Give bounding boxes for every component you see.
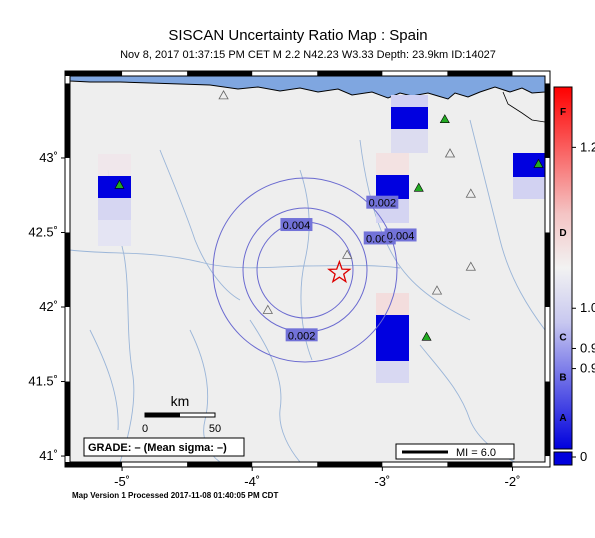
frame-segment-right xyxy=(545,232,550,308)
frame-segment-right xyxy=(545,381,550,457)
colorbar: F D C B A 1.2 1.0 0.9 0.9 0 xyxy=(553,86,595,466)
frame-segment-top xyxy=(447,71,513,76)
scale-bar-end-label: 50 xyxy=(209,423,221,435)
map-frame xyxy=(64,70,551,468)
y-tick-label: 41.5˚ xyxy=(28,374,58,389)
colorbar-tick-label: 1.2 xyxy=(580,139,595,154)
x-tick-label: -5˚ xyxy=(114,474,130,489)
contour-label: 0.002 xyxy=(369,198,397,210)
colorbar-grade-letter: C xyxy=(559,332,566,343)
frame-segment-top xyxy=(187,71,253,76)
map-subtitle: Nov 8, 2017 01:37:15 PM CET M 2.2 N42.23… xyxy=(120,49,496,61)
contour-label-bg xyxy=(366,195,399,209)
colorbar-low-swatch xyxy=(553,451,573,466)
map-footer: Map Version 1 Processed 2017-11-08 01:40… xyxy=(72,491,278,500)
bay-of-biscay-sea xyxy=(70,76,545,100)
frame-segment-bottom xyxy=(447,462,513,467)
mi-legend: MI = 6.0 xyxy=(395,443,515,460)
frame-segment-left xyxy=(65,232,70,308)
colorbar-grade-letter: F xyxy=(560,107,566,118)
y-tick-label: 41˚ xyxy=(39,448,58,463)
colorbar-tick-label: 0.9 xyxy=(580,340,595,355)
contour-label-bg xyxy=(285,328,318,342)
colorbar-grade-letters: F D C B A xyxy=(559,107,566,424)
x-tick-label: -2˚ xyxy=(505,474,521,489)
colorbar-tick-label: 0.9 xyxy=(580,361,595,376)
frame-segment-bottom xyxy=(65,462,123,467)
station-triangle-filled xyxy=(413,182,424,192)
station-triangle-open xyxy=(342,249,353,259)
map-title: SISCAN Uncertainty Ratio Map : Spain xyxy=(168,27,427,44)
frame-segment-bottom xyxy=(187,462,253,467)
land-background xyxy=(70,76,545,462)
frame-segment-right xyxy=(545,83,550,158)
scale-bar-start-label: 0 xyxy=(142,423,148,435)
mi-legend-text: MI = 6.0 xyxy=(456,447,496,459)
colorbar-grade-letter: A xyxy=(559,413,566,424)
uncertainty-grid-cells xyxy=(98,95,545,383)
colorbar-tick-label: 0 xyxy=(580,449,587,464)
station-triangle-open xyxy=(431,285,443,295)
contour-label: 0.004 xyxy=(283,220,311,232)
coast-border-line xyxy=(502,91,545,123)
contour-label: 0.002 xyxy=(288,330,316,342)
y-tick-label: 42.5˚ xyxy=(28,224,58,239)
epicenter-star-icon xyxy=(327,259,352,284)
station-triangle-open xyxy=(262,304,273,314)
contour-label-bg xyxy=(280,218,313,232)
grade-text: GRADE: – (Mean sigma: –) xyxy=(88,442,227,454)
y-tick-label: 42˚ xyxy=(39,299,58,314)
scale-bar-title: km xyxy=(171,393,190,409)
station-triangle-open xyxy=(465,188,477,198)
grade-box: GRADE: – (Mean sigma: –) xyxy=(83,437,245,457)
colorbar-gradient xyxy=(553,86,573,450)
colorbar-tick-label: 1.0 xyxy=(580,300,595,315)
frame-segment-top xyxy=(317,71,383,76)
station-triangle-filled xyxy=(421,331,432,341)
station-triangle-open xyxy=(218,90,229,100)
axis-tick-labels: -5˚ -4˚ -3˚ -2˚ 43˚ 42.5˚ 42˚ 41.5˚ 41˚ xyxy=(28,150,520,489)
frame-segment-left xyxy=(65,83,70,158)
contour-label-bg xyxy=(384,228,417,242)
x-tick-label: -3˚ xyxy=(374,474,390,489)
colorbar-tick-labels: 1.2 1.0 0.9 0.9 0 xyxy=(572,139,595,464)
y-tick-label: 43˚ xyxy=(39,150,58,165)
frame-segment-left xyxy=(65,381,70,457)
station-triangle-open xyxy=(444,148,456,158)
colorbar-grade-letter: B xyxy=(559,373,566,384)
scale-bar: km 0 50 xyxy=(142,393,221,435)
station-triangle-filled xyxy=(114,179,125,189)
seismic-stations xyxy=(114,90,544,341)
contour-label: 0.004 xyxy=(387,230,415,242)
frame-segment-top xyxy=(65,71,123,76)
station-triangle-filled xyxy=(533,158,544,168)
x-tick-label: -4˚ xyxy=(244,474,260,489)
station-triangle-filled xyxy=(439,114,450,124)
colorbar-grade-letter: D xyxy=(559,228,566,239)
frame-segment-bottom xyxy=(317,462,383,467)
station-triangle-open xyxy=(465,261,477,271)
